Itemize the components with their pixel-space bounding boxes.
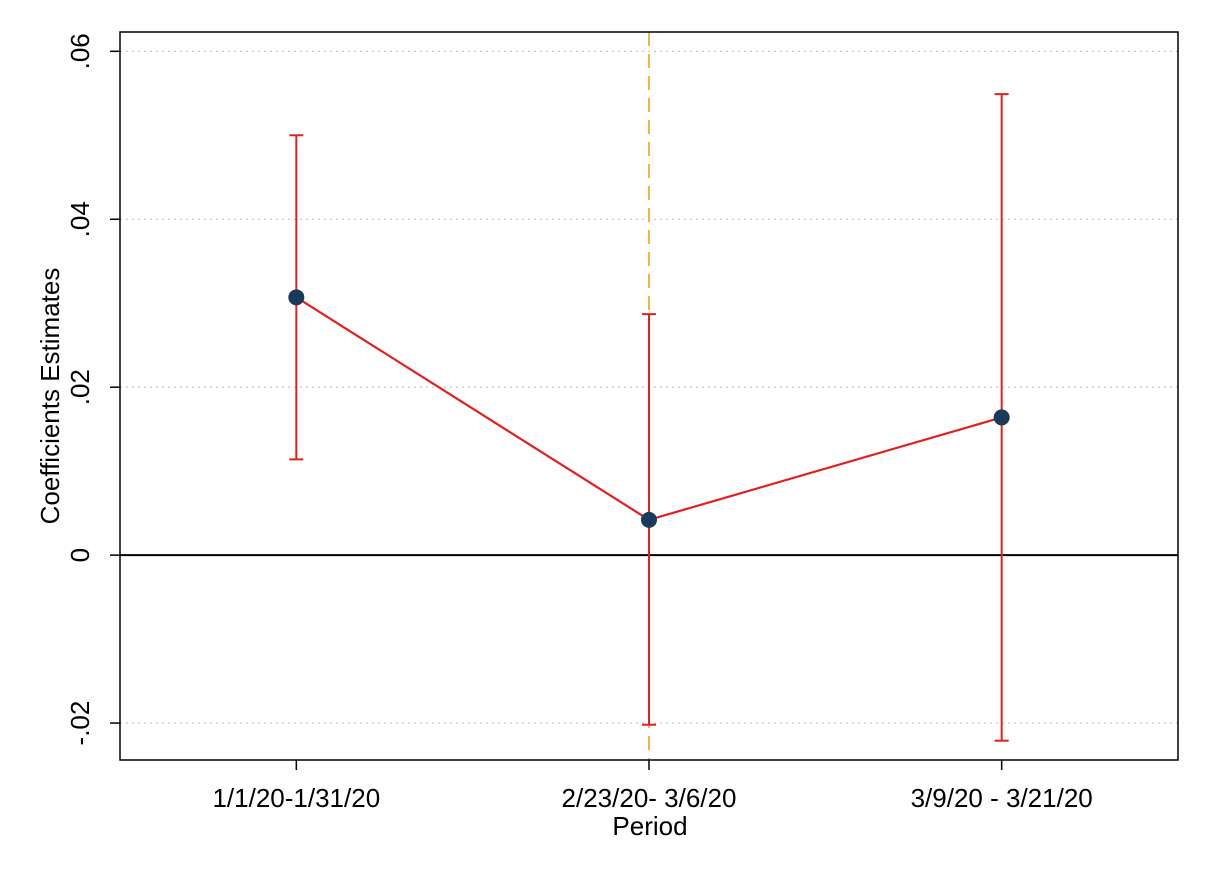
y-tick-label: .06 (65, 33, 95, 69)
y-tick-label: .04 (65, 201, 95, 237)
y-tick-label: -.02 (65, 701, 95, 746)
x-tick-label: 2/23/20- 3/6/20 (562, 783, 737, 813)
y-tick-label: 0 (65, 548, 95, 562)
y-tick-label: .02 (65, 369, 95, 405)
x-tick-label: 1/1/20-1/31/20 (212, 783, 380, 813)
x-tick-label: 3/9/20 - 3/21/20 (911, 783, 1093, 813)
point (641, 511, 657, 528)
y-axis-label: Coefficients Estimates (35, 268, 65, 525)
point (288, 289, 305, 306)
point (993, 409, 1010, 426)
x-axis-label: Period (612, 811, 687, 841)
